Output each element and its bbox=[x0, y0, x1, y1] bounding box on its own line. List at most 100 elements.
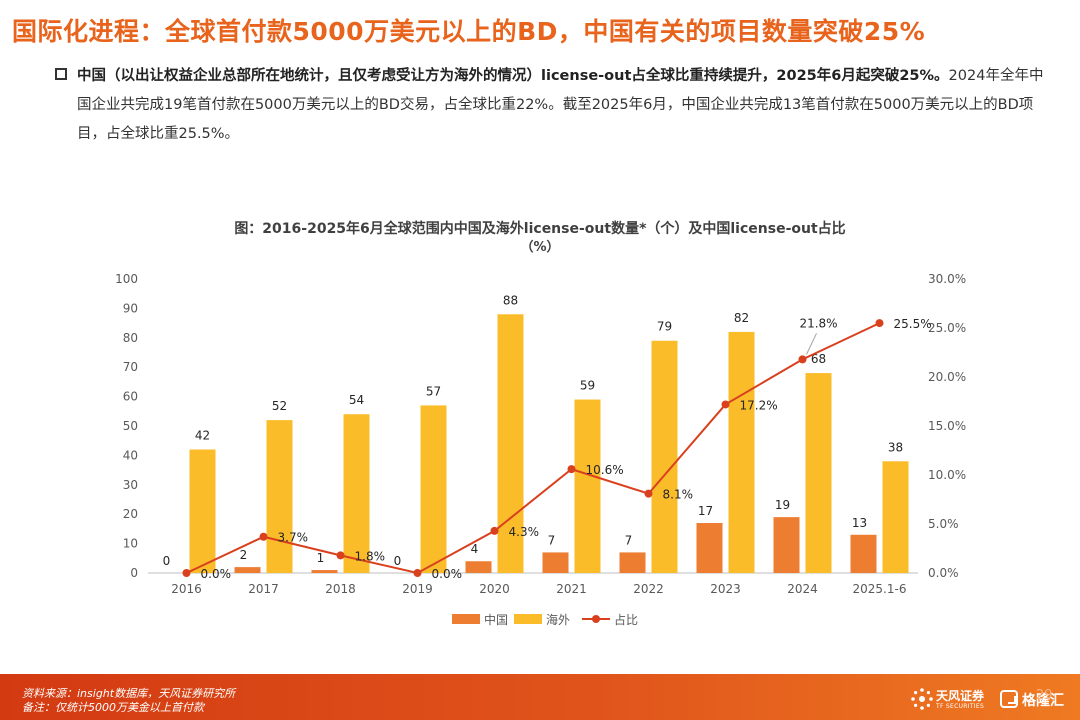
ratio-value-label: 0.0% bbox=[201, 567, 232, 581]
ratio-value-label: 17.2% bbox=[740, 398, 778, 412]
y-right-tick-label: 5.0% bbox=[928, 517, 959, 531]
bar-china bbox=[773, 517, 800, 573]
ratio-point bbox=[798, 355, 807, 364]
bar-china-value-label: 19 bbox=[775, 498, 790, 512]
y-right-tick-label: 25.0% bbox=[928, 321, 966, 335]
bar-overseas-value-label: 68 bbox=[811, 352, 826, 366]
x-tick-label: 2023 bbox=[710, 582, 741, 596]
tf-securities-logo: 天风证券 TF SECURITIES bbox=[910, 684, 1020, 714]
x-tick-label: 2022 bbox=[633, 582, 664, 596]
bar-overseas bbox=[497, 314, 524, 573]
bar-china bbox=[311, 570, 338, 573]
ratio-value-label: 8.1% bbox=[663, 488, 694, 502]
bar-china-value-label: 7 bbox=[548, 533, 556, 547]
ratio-point bbox=[182, 569, 191, 577]
bar-china-value-label: 13 bbox=[852, 516, 867, 530]
y-right-tick-label: 20.0% bbox=[928, 370, 966, 384]
ratio-value-label: 21.8% bbox=[799, 316, 837, 330]
bar-china-value-label: 0 bbox=[394, 554, 402, 568]
chart-title: 图：2016-2025年6月全球范围内中国及海外license-out数量*（个… bbox=[234, 220, 845, 237]
bullet-text-bold: 中国（以出让权益企业总部所在地统计，且仅考虑受让方为海外的情况）license-… bbox=[77, 68, 949, 84]
ratio-point bbox=[721, 400, 730, 409]
legend-swatch-overseas bbox=[514, 614, 542, 624]
y-left-tick-label: 80 bbox=[123, 331, 138, 345]
y-right-tick-label: 10.0% bbox=[928, 468, 966, 482]
bullet-text-normal: 2024年全年中国企业共完成19笔首付款在5000万美元以上的BD交易，占全球比… bbox=[77, 68, 1044, 142]
bar-china-value-label: 4 bbox=[471, 542, 479, 556]
logo-en-text: TF SECURITIES bbox=[936, 703, 985, 710]
bar-overseas bbox=[882, 461, 909, 573]
bar-china bbox=[234, 567, 261, 573]
x-tick-label: 2016 bbox=[171, 582, 202, 596]
ratio-value-label: 1.8% bbox=[355, 549, 386, 563]
watermark-text: 格隆汇 bbox=[1022, 693, 1064, 709]
legend-label-ratio: 占比 bbox=[614, 612, 638, 627]
bullet-square-icon bbox=[55, 68, 67, 80]
x-tick-label: 2019 bbox=[402, 582, 433, 596]
ratio-label-leader bbox=[806, 333, 817, 355]
y-left-tick-label: 0 bbox=[130, 566, 138, 580]
bar-china-value-label: 2 bbox=[240, 548, 248, 562]
footer-source: 资料来源：insight数据库，天风证券研究所 备注：仅统计5000万美金以上首… bbox=[22, 687, 235, 715]
x-tick-label: 2024 bbox=[787, 582, 818, 596]
y-left-tick-label: 100 bbox=[115, 272, 138, 286]
y-right-tick-label: 30.0% bbox=[928, 272, 966, 286]
bar-china bbox=[619, 552, 646, 573]
bar-china-value-label: 0 bbox=[163, 554, 171, 568]
ratio-point bbox=[875, 319, 884, 328]
legend-label-china: 中国 bbox=[484, 612, 508, 627]
source-text: 资料来源：insight数据库，天风证券研究所 bbox=[22, 687, 236, 700]
y-left-tick-label: 10 bbox=[123, 537, 138, 551]
bar-china bbox=[850, 534, 877, 573]
bar-china bbox=[696, 523, 723, 573]
x-tick-label: 2021 bbox=[556, 582, 587, 596]
bar-overseas bbox=[805, 373, 832, 573]
x-tick-label: 2020 bbox=[479, 582, 510, 596]
footer-bar bbox=[0, 674, 1080, 720]
y-left-tick-label: 30 bbox=[123, 478, 138, 492]
legend-label-overseas: 海外 bbox=[546, 612, 570, 627]
bar-overseas bbox=[189, 449, 216, 573]
bar-overseas-value-label: 54 bbox=[349, 393, 364, 407]
page-number: 29 bbox=[1036, 688, 1053, 703]
y-left-tick-label: 50 bbox=[123, 419, 138, 433]
bar-overseas-value-label: 42 bbox=[195, 429, 210, 443]
y-left-tick-label: 70 bbox=[123, 360, 138, 374]
x-tick-label: 2018 bbox=[325, 582, 356, 596]
bar-overseas bbox=[266, 420, 293, 573]
ratio-value-label: 0.0% bbox=[432, 567, 463, 581]
bar-overseas-value-label: 52 bbox=[272, 399, 287, 413]
note-text: 备注：仅统计5000万美金以上首付款 bbox=[22, 701, 204, 714]
bar-overseas bbox=[574, 399, 601, 573]
bar-overseas-value-label: 79 bbox=[657, 320, 672, 334]
ratio-point bbox=[490, 526, 499, 535]
ratio-point bbox=[644, 489, 653, 498]
bar-china bbox=[542, 552, 569, 573]
y-left-tick-label: 20 bbox=[123, 507, 138, 521]
logo-cn-text: 天风证券 bbox=[936, 689, 985, 703]
page-title: 国际化进程：全球首付款5000万美元以上的BD，中国有关的项目数量突破25% bbox=[12, 17, 926, 46]
ratio-point bbox=[413, 569, 422, 577]
y-left-tick-label: 90 bbox=[123, 301, 138, 315]
ratio-value-label: 3.7% bbox=[278, 531, 309, 545]
ratio-line bbox=[186, 322, 880, 575]
bar-china-value-label: 17 bbox=[698, 504, 713, 518]
legend-swatch-china bbox=[452, 614, 480, 624]
bar-overseas-value-label: 38 bbox=[888, 440, 903, 454]
legend-swatch-ratio-dot bbox=[592, 615, 600, 623]
y-left-tick-label: 60 bbox=[123, 390, 138, 404]
y-right-tick-label: 15.0% bbox=[928, 419, 966, 433]
bar-china bbox=[465, 561, 492, 573]
watermark-logo: 格隆汇 bbox=[1000, 688, 1078, 714]
bar-overseas bbox=[728, 331, 755, 573]
ratio-point bbox=[336, 551, 345, 560]
bullet-text: 中国（以出让权益企业总部所在地统计，且仅考虑受让方为海外的情况）license-… bbox=[77, 62, 1052, 149]
y-right-tick-label: 0.0% bbox=[928, 566, 959, 580]
x-tick-label: 2025.1-6 bbox=[853, 582, 907, 596]
license-out-chart: 图：2016-2025年6月全球范围内中国及海外license-out数量*（个… bbox=[115, 220, 966, 627]
bar-overseas-value-label: 82 bbox=[734, 311, 749, 325]
bar-china-value-label: 7 bbox=[625, 533, 633, 547]
chart-title-unit: （%） bbox=[520, 239, 559, 255]
watermark-mark-icon bbox=[1000, 690, 1018, 708]
ratio-point bbox=[567, 465, 576, 474]
